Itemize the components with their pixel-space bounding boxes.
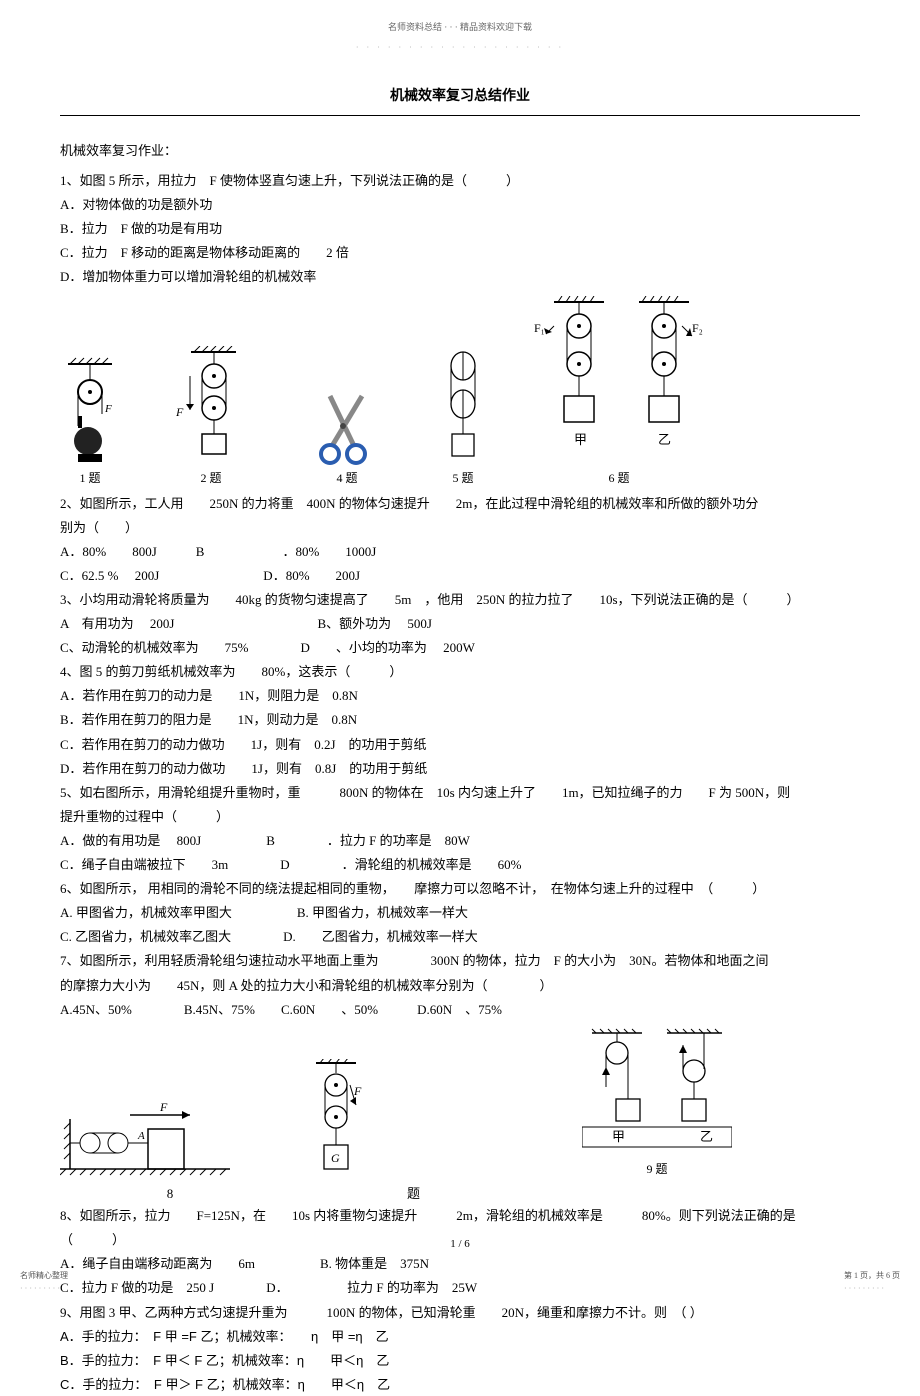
q9-opt-a: A．手的拉力： F 甲 =F 乙；机械效率： η 甲 =η 乙	[60, 1326, 860, 1348]
q5-stem2: 提升重物的过程中（ ）	[60, 806, 860, 828]
figure-9: 甲 乙 9 题	[582, 1027, 732, 1179]
footer-left-dots: · · · · · · · · ·	[20, 1282, 68, 1296]
svg-text:F₂: F₂	[692, 321, 703, 335]
q8-opts-ab: A．绳子自由端移动距离为 6m B. 物体重是 375N	[60, 1253, 860, 1275]
q1-opt-a: A．对物体做的功是额外功	[60, 194, 860, 216]
q4-opt-b: B．若作用在剪刀的阻力是 1N，则动力是 0.8N	[60, 709, 860, 731]
figures-row-top: F 1 题 F 2 题	[60, 296, 860, 488]
horizontal-pulley-icon: A F	[60, 1099, 230, 1179]
footer-right-text: 第 1 页，共 6 页	[844, 1269, 900, 1283]
q9-opt-c: C．手的拉力： F 甲＞ F 乙；机械效率：η 甲＜η 乙	[60, 1374, 860, 1396]
header-dots: · · · · · · · · · · · · · · · · · · · ·	[60, 41, 860, 55]
scissors-icon	[312, 376, 382, 466]
figure-4-label: 4 题	[336, 468, 357, 488]
svg-text:A: A	[137, 1130, 145, 1142]
pulley-diagram-icon	[438, 346, 488, 466]
svg-text:G: G	[331, 1151, 340, 1165]
svg-text:甲: 甲	[574, 432, 587, 447]
svg-text:乙: 乙	[700, 1129, 713, 1144]
q2-stem2: 别为（ ）	[60, 517, 860, 539]
pulley-diagram-icon: F	[60, 356, 120, 466]
q7-opts: A.45N、50% B.45N、75% C.60N 、50% D.60N 、75…	[60, 999, 860, 1021]
q2-opts-ab: A．80% 800J B ．80% 1000J	[60, 541, 860, 563]
q3-stem: 3、小均用动滑轮将质量为 40kg 的货物匀速提高了 5m ，他用 250N 的…	[60, 589, 860, 611]
svg-text:F: F	[353, 1084, 362, 1098]
q8-opts-cd: C．拉力 F 做的功是 250 J D． 拉力 F 的功率为 25W	[60, 1277, 860, 1299]
footer-right: 第 1 页，共 6 页 · · · · · · · · ·	[844, 1269, 900, 1296]
figure-6: F₁ F₂ 甲 乙 6 题	[534, 296, 704, 488]
q1-opt-c: C．拉力 F 移动的距离是物体移动距离的 2 倍	[60, 242, 860, 264]
q6-opts-ab: A. 甲图省力，机械效率甲图大 B. 甲图省力，机械效率一样大	[60, 902, 860, 924]
figure-8: G F	[306, 1059, 366, 1179]
figure-5: 5 题	[438, 346, 488, 488]
figure-9-label: 9 题	[646, 1159, 667, 1179]
q6-stem: 6、如图所示， 用相同的滑轮不同的绕法提起相同的重物， 摩擦力可以忽略不计， 在…	[60, 878, 860, 900]
q7-stem: 7、如图所示，利用轻质滑轮组匀速拉动水平地面上重为 300N 的物体，拉力 F …	[60, 950, 860, 972]
section-label: 机械效率复习作业：	[60, 140, 860, 162]
q8-stem: 8、如图所示，拉力 F=125N，在 10s 内将重物匀速提升 2m，滑轮组的机…	[60, 1205, 860, 1227]
q5-opts-ab: A．做的有用功是 800J B ．拉力 F 的功率是 80W	[60, 830, 860, 852]
header-note: 名师资料总结 · · · 精品资料欢迎下载	[60, 20, 860, 35]
figure-8-label-right: 题	[280, 1183, 420, 1205]
q4-opt-a: A．若作用在剪刀的动力是 1N，则阻力是 0.8N	[60, 685, 860, 707]
q1-opt-b: B．拉力 F 做的功是有用功	[60, 218, 860, 240]
pulley-pair-icon: 甲 乙	[582, 1027, 732, 1157]
footer-left: 名师精心整理 · · · · · · · · ·	[20, 1269, 68, 1296]
q2-opts-cd: C．62.5 % 200J D．80% 200J	[60, 565, 860, 587]
q7-stem2: 的摩擦力大小为 45N，则 A 处的拉力大小和滑轮组的机械效率分别为（ ）	[60, 975, 860, 997]
svg-text:F: F	[159, 1100, 168, 1114]
q5-opts-cd: C．绳子自由端被拉下 3m D ．滑轮组的机械效率是 60%	[60, 854, 860, 876]
q5-stem: 5、如右图所示，用滑轮组提升重物时，重 800N 的物体在 10s 内匀速上升了…	[60, 782, 860, 804]
q4-opt-c: C．若作用在剪刀的动力做功 1J，则有 0.2J 的功用于剪纸	[60, 734, 860, 756]
svg-text:甲: 甲	[612, 1129, 625, 1144]
figure-7: A F	[60, 1099, 230, 1179]
q9-stem: 9、用图 3 甲、乙两种方式匀速提升重为 100N 的物体，已知滑轮重 20N，…	[60, 1302, 860, 1324]
q3-opts-cd: C、动滑轮的机械效率为 75% D 、小均的功率为 200W	[60, 637, 860, 659]
page-title: 机械效率复习总结作业	[60, 85, 860, 116]
q9-opt-b: B．手的拉力： F 甲＜ F 乙；机械效率：η 甲＜η 乙	[60, 1350, 860, 1372]
pulley-diagram-icon: F	[176, 346, 246, 466]
q3-opts-ab: A 有用功为 200J B、额外功为 500J	[60, 613, 860, 635]
svg-text:F: F	[176, 405, 184, 419]
figure-6-label: 6 题	[608, 468, 629, 488]
q4-opt-d: D．若作用在剪刀的动力做功 1J，则有 0.8J 的功用于剪纸	[60, 758, 860, 780]
figure-2: F 2 题	[176, 346, 246, 488]
figure-8-label-left: 8	[60, 1183, 280, 1205]
footer-left-text: 名师精心整理	[20, 1269, 68, 1283]
figure-5-label: 5 题	[452, 468, 473, 488]
page-number: 1 / 6	[0, 1235, 920, 1254]
figure-2-label: 2 题	[200, 468, 221, 488]
pulley-diagram-icon: G F	[306, 1059, 366, 1179]
q4-stem: 4、图 5 的剪刀剪纸机械效率为 80%，这表示（ ）	[60, 661, 860, 683]
q1-stem: 1、如图 5 所示，用拉力 F 使物体竖直匀速上升，下列说法正确的是（ ）	[60, 170, 860, 192]
figure-1: F 1 题	[60, 356, 120, 488]
svg-text:F: F	[104, 403, 112, 415]
figure-1-label: 1 题	[79, 468, 100, 488]
svg-text:乙: 乙	[658, 432, 671, 447]
q1-opt-d: D．增加物体重力可以增加滑轮组的机械效率	[60, 266, 860, 288]
footer-right-dots: · · · · · · · · ·	[844, 1282, 900, 1296]
figure-4: 4 题	[312, 376, 382, 488]
q2-stem: 2、如图所示，工人用 250N 的力将重 400N 的物体匀速提升 2m，在此过…	[60, 493, 860, 515]
q6-opts-cd: C. 乙图省力，机械效率乙图大 D. 乙图省力，机械效率一样大	[60, 926, 860, 948]
pulley-pair-icon: F₁ F₂ 甲 乙	[534, 296, 704, 466]
svg-text:F₁: F₁	[534, 321, 545, 335]
figures-row-bottom: A F G F	[60, 1027, 860, 1179]
